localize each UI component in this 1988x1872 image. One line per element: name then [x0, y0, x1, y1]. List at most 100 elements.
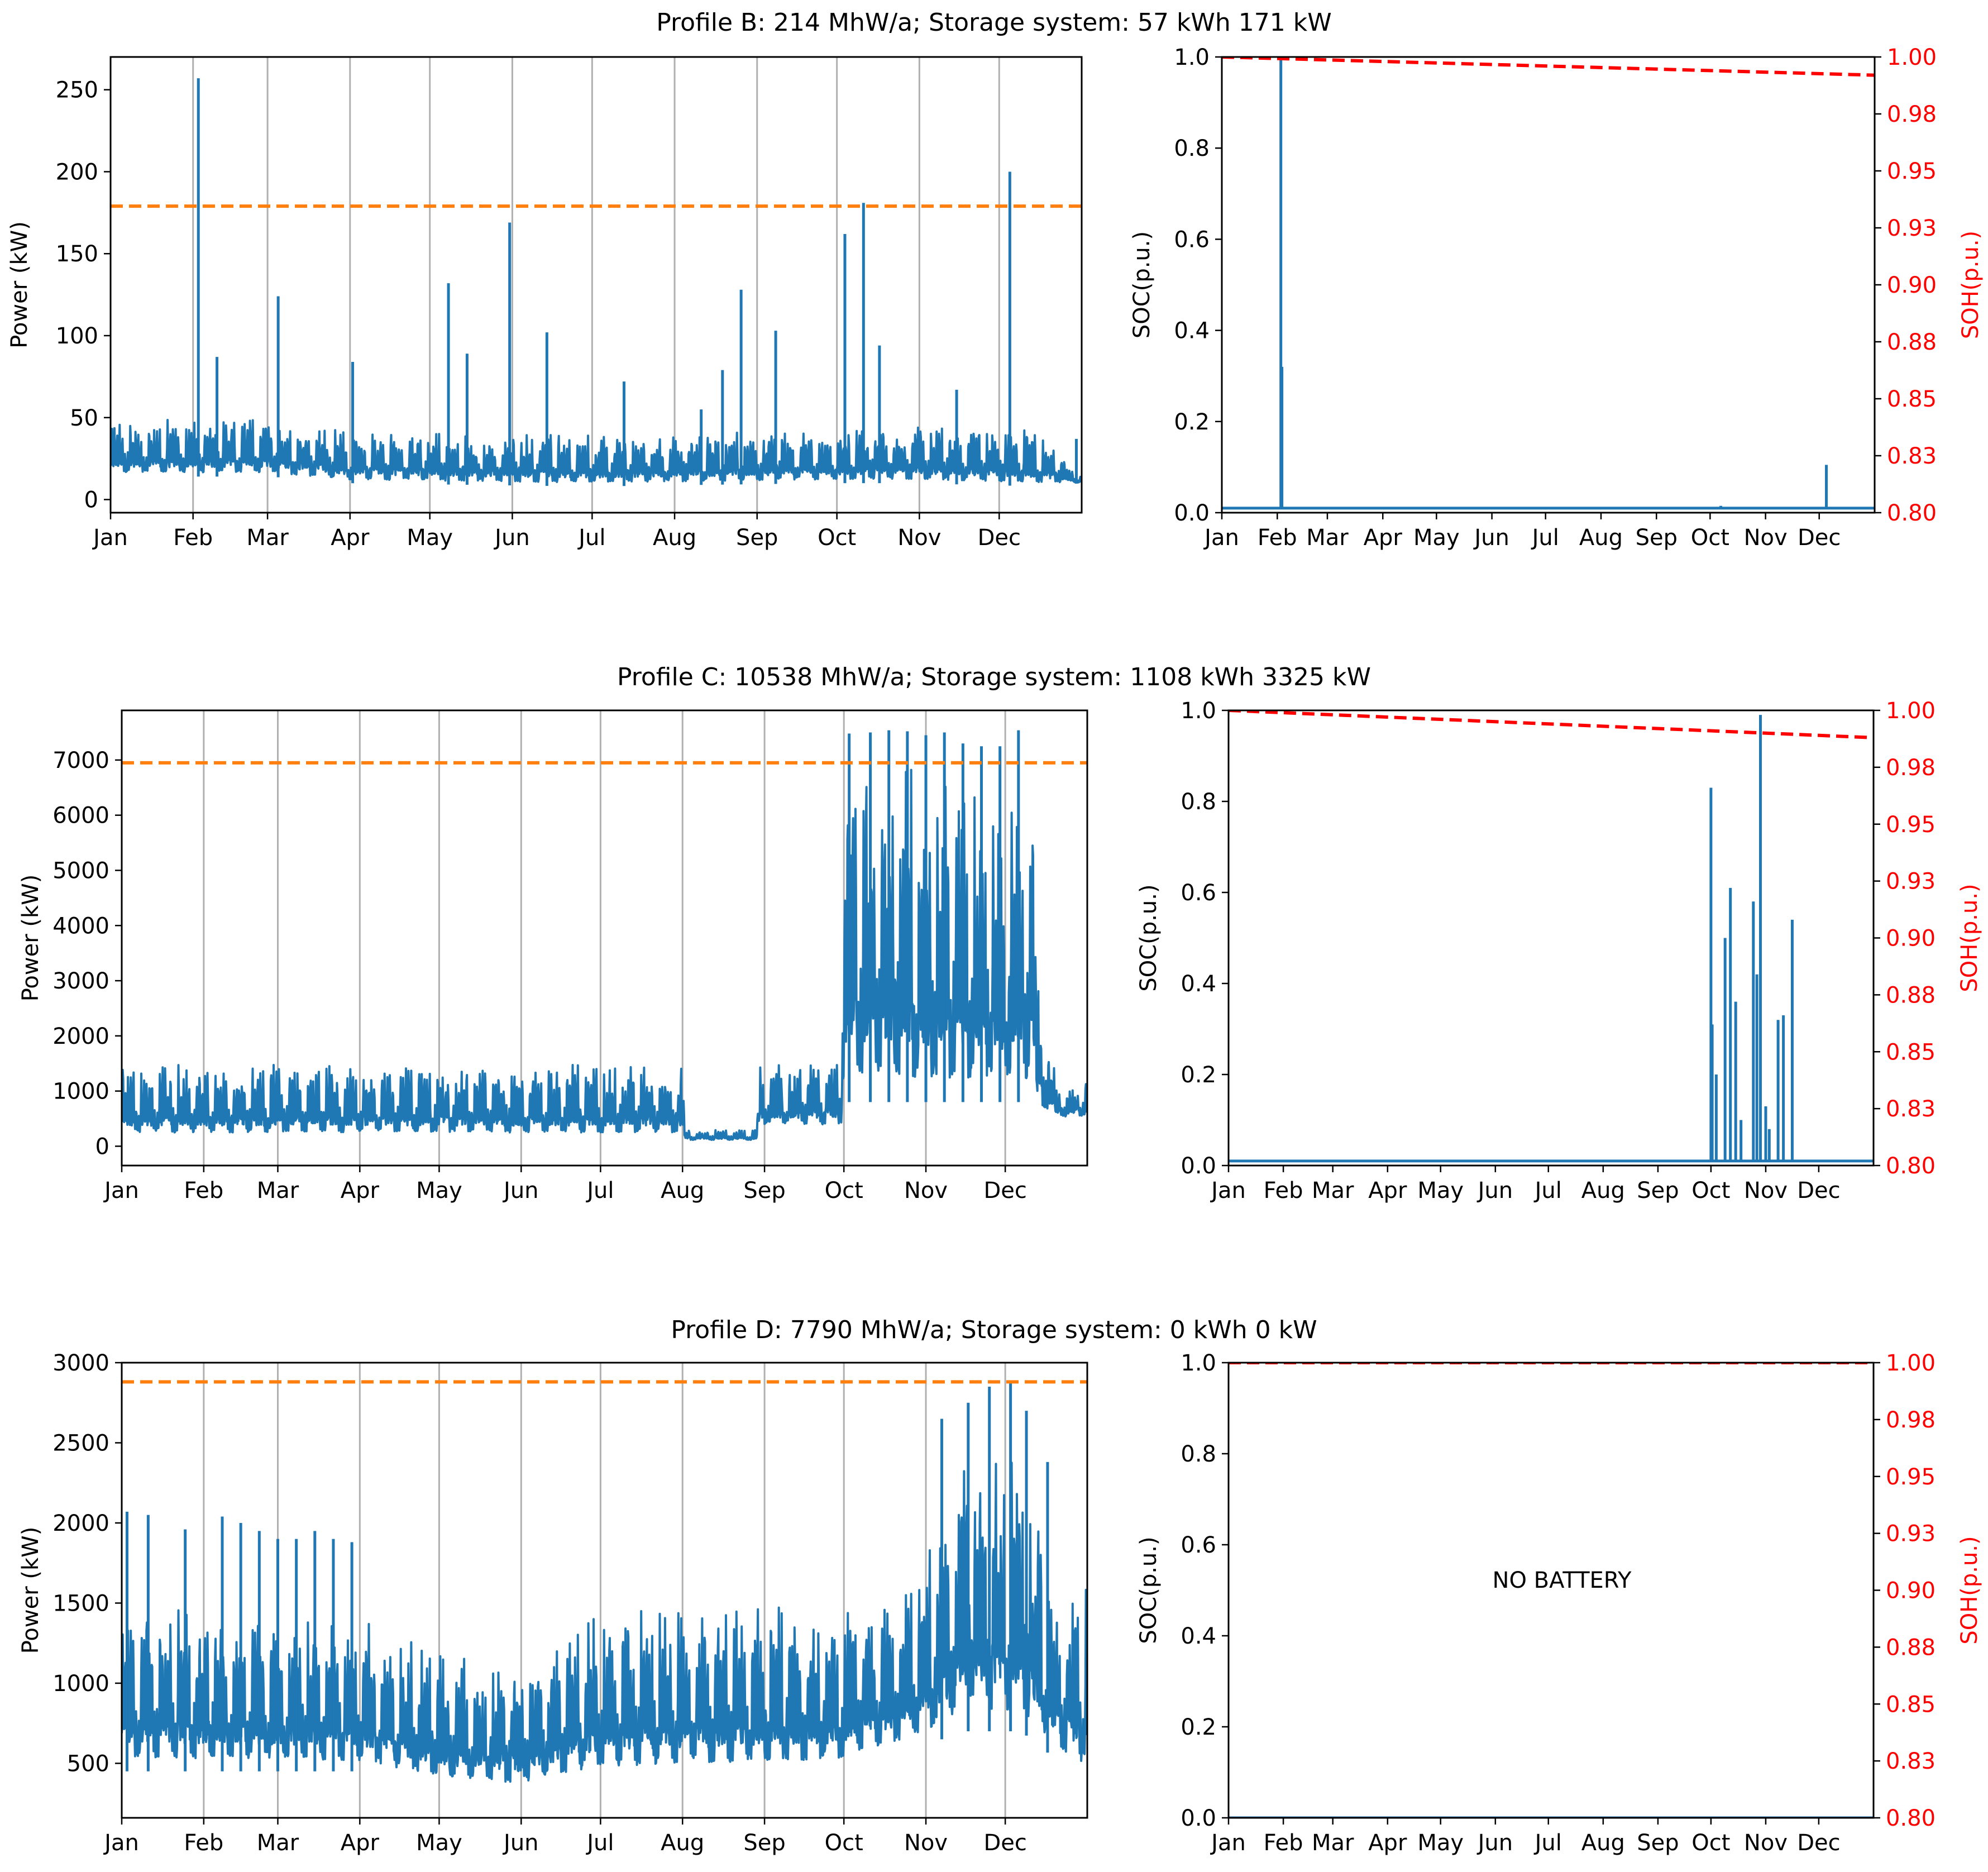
- xtick-label-feb: Feb: [1264, 1178, 1303, 1204]
- ytick-right-label: 0.90: [1886, 1578, 1936, 1604]
- ytick-right-label: 0.98: [1886, 755, 1936, 781]
- xtick-label-oct: Oct: [825, 1178, 863, 1204]
- xtick-label-jun: Jun: [502, 1178, 539, 1204]
- y-axis-label: Power (kW): [7, 221, 32, 348]
- ytick-label: 250: [56, 78, 98, 103]
- ytick-label: 0: [95, 1134, 109, 1159]
- xtick-label-dec: Dec: [1798, 525, 1841, 551]
- ytick-label: 0.0: [1181, 1806, 1216, 1831]
- xtick-label-sep: Sep: [1637, 1830, 1679, 1856]
- ytick-right-label: 0.95: [1886, 1464, 1936, 1490]
- ytick-right-label: 0.95: [1886, 812, 1936, 838]
- ytick-right-label: 0.80: [1886, 1153, 1936, 1179]
- ytick-label: 2000: [52, 1024, 109, 1049]
- ytick-right-label: 0.90: [1887, 273, 1937, 298]
- xtick-label-jun: Jun: [1476, 1178, 1513, 1204]
- ytick-right-label: 1.00: [1886, 698, 1936, 724]
- xtick-label-feb: Feb: [184, 1830, 223, 1856]
- xtick-label-may: May: [416, 1830, 462, 1856]
- ytick-label: 3000: [52, 968, 109, 994]
- y-axis-label: Power (kW): [18, 875, 44, 1002]
- xtick-label-jul: Jul: [585, 1830, 614, 1856]
- xtick-label-aug: Aug: [653, 525, 696, 551]
- ytick-label: 50: [70, 405, 98, 431]
- xtick-label-jan: Jan: [92, 525, 128, 551]
- y-axis-label: SOC(p.u.): [1136, 1536, 1162, 1644]
- xtick-label-feb: Feb: [1264, 1830, 1303, 1856]
- xtick-label-nov: Nov: [904, 1178, 948, 1204]
- xtick-label-feb: Feb: [173, 525, 213, 551]
- ytick-right-label: 0.98: [1887, 102, 1937, 127]
- xtick-label-nov: Nov: [1744, 525, 1788, 551]
- series-group: [122, 1382, 1087, 1783]
- panel-title: Profile C: 10538 MhW/a; Storage system: …: [617, 663, 1371, 691]
- xtick-label-mar: Mar: [257, 1830, 299, 1856]
- xtick-label-feb: Feb: [184, 1178, 223, 1204]
- series-group: [122, 730, 1087, 1141]
- ytick-label: 0.2: [1181, 1715, 1216, 1740]
- xtick-label-jun: Jun: [493, 525, 530, 551]
- xtick-label-jun: Jun: [1473, 525, 1509, 551]
- y-axis-label: Power (kW): [18, 1527, 44, 1654]
- ytick-label: 150: [56, 241, 98, 267]
- xtick-label-nov: Nov: [904, 1830, 948, 1856]
- xtick-label-jul: Jul: [1533, 1178, 1562, 1204]
- series-group: [111, 78, 1082, 486]
- xtick-label-dec: Dec: [1797, 1830, 1840, 1856]
- xtick-label-jan: Jan: [103, 1178, 139, 1204]
- xtick-label-aug: Aug: [661, 1830, 704, 1856]
- ytick-label: 0.6: [1174, 227, 1210, 252]
- ytick-label: 1.0: [1181, 698, 1216, 724]
- xtick-label-dec: Dec: [1797, 1178, 1840, 1204]
- xtick-label-apr: Apr: [331, 525, 370, 551]
- xtick-label-apr: Apr: [341, 1830, 380, 1856]
- ytick-right-label: 0.85: [1886, 1692, 1936, 1717]
- xtick-label-jul: Jul: [577, 525, 605, 551]
- xtick-label-sep: Sep: [1637, 1178, 1679, 1204]
- ytick-label: 0.8: [1181, 789, 1216, 815]
- ytick-label: 100: [56, 323, 98, 349]
- ytick-label: 500: [67, 1751, 109, 1777]
- ytick-label: 0.4: [1174, 318, 1210, 344]
- ytick-label: 1.0: [1181, 1350, 1216, 1376]
- xtick-label-may: May: [416, 1178, 462, 1204]
- xtick-label-jun: Jun: [1476, 1830, 1513, 1856]
- xtick-label-aug: Aug: [1581, 1178, 1625, 1204]
- ytick-right-label: 0.85: [1887, 386, 1937, 412]
- ytick-right-label: 0.98: [1886, 1407, 1936, 1433]
- ytick-right-label: 1.00: [1887, 45, 1937, 70]
- axes-frame: [1221, 56, 1876, 514]
- xtick-label-mar: Mar: [1306, 525, 1349, 551]
- series-group: [1229, 710, 1874, 1163]
- ytick-right-label: 1.00: [1886, 1350, 1936, 1376]
- xtick-label-dec: Dec: [983, 1830, 1026, 1856]
- xtick-label-may: May: [407, 525, 453, 551]
- power-trace: [122, 1462, 1087, 1783]
- ytick-label: 0.6: [1181, 880, 1216, 906]
- ytick-label: 0.6: [1181, 1532, 1216, 1558]
- xtick-label-oct: Oct: [1691, 1178, 1730, 1204]
- ytick-right-label: 0.80: [1887, 500, 1937, 526]
- ytick-right-label: 0.95: [1887, 159, 1937, 184]
- ytick-label: 2500: [52, 1430, 109, 1456]
- soh-line: [1229, 710, 1874, 739]
- ytick-label: 0.0: [1174, 500, 1210, 526]
- ytick-right-label: 0.83: [1887, 443, 1937, 469]
- y-axis-label: SOC(p.u.): [1129, 231, 1155, 338]
- axes-frame: [121, 709, 1088, 1167]
- xtick-label-jan: Jan: [1210, 1178, 1246, 1204]
- ytick-label: 3000: [52, 1350, 109, 1376]
- xtick-label-apr: Apr: [1364, 525, 1403, 551]
- ytick-label: 5000: [52, 858, 109, 884]
- xtick-label-jul: Jul: [1533, 1830, 1562, 1856]
- xtick-label-oct: Oct: [1691, 525, 1729, 551]
- ytick-right-label: 0.83: [1886, 1096, 1936, 1122]
- xtick-label-jun: Jun: [502, 1830, 539, 1856]
- ytick-label: 0.4: [1181, 971, 1216, 997]
- y-axis-right-label: SOH(p.u.): [1957, 884, 1982, 992]
- ytick-right-label: 0.83: [1886, 1749, 1936, 1774]
- ytick-label: 0.2: [1174, 409, 1210, 435]
- ytick-label: 0.8: [1181, 1441, 1216, 1467]
- xtick-label-sep: Sep: [1636, 525, 1678, 551]
